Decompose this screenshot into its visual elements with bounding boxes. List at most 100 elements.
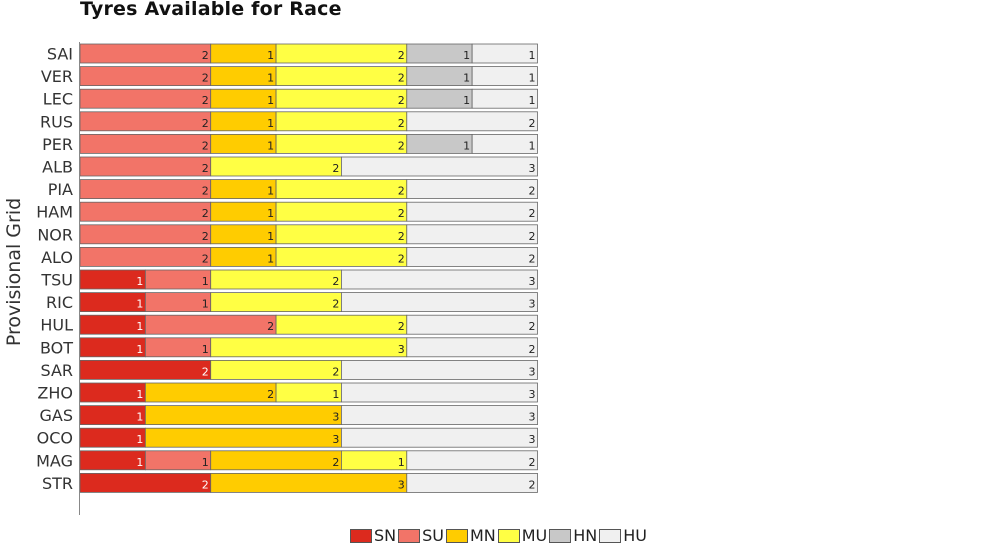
bar-segment-su	[144, 314, 277, 335]
data-label: 1	[267, 207, 274, 220]
y-tick-label: GAS	[40, 406, 74, 425]
data-label: 1	[136, 275, 143, 288]
y-tick-labels: SAI VER LEC RUS PER ALB PIA HAM NOR ALO TSU RIC HUL B…	[36, 45, 73, 493]
y-tick-label: ZHO	[37, 384, 73, 403]
bar-segment-mu	[210, 337, 408, 358]
bar-segment-hu	[471, 66, 538, 86]
y-tick-label: RUS	[40, 112, 73, 131]
data-label: 1	[267, 49, 274, 62]
bar-segment-hu	[341, 156, 538, 177]
data-label: 1	[202, 275, 209, 288]
legend-item-su: SU	[398, 526, 444, 545]
legend-swatch	[398, 528, 421, 543]
data-label: 1	[202, 456, 209, 469]
data-label: 2	[202, 139, 209, 152]
legend-item-mu: MU	[497, 526, 547, 545]
bar-segment-mu	[275, 314, 408, 335]
data-label: 3	[529, 162, 536, 175]
data-label: 2	[202, 185, 209, 198]
bars-group: 2 1 2 1 1 2 1 2 1 1 2 1 2 1 1 2 1 2 2 2 1 2 1 1 2 2 3 2 1 2 2 2 1 2 2 2 1 2 2 2…	[79, 43, 538, 493]
bar-segment-su	[79, 156, 212, 177]
data-label: 2	[529, 230, 536, 243]
data-label: 1	[136, 433, 143, 446]
data-label: 1	[529, 49, 536, 62]
bar-segment-mu	[210, 156, 342, 177]
data-label: 1	[398, 456, 405, 469]
bar-segment-hu	[341, 269, 538, 290]
y-tick-label: OCO	[37, 429, 73, 448]
legend-label: MN	[469, 526, 496, 545]
data-label: 2	[332, 162, 339, 175]
data-label: 2	[202, 117, 209, 130]
data-label: 1	[463, 139, 470, 152]
data-label: 2	[529, 320, 536, 333]
bar-segment-mn	[144, 427, 342, 448]
bar-segment-mn	[210, 472, 408, 493]
bar-segment-mn	[144, 382, 277, 403]
data-label: 3	[529, 275, 536, 288]
bar-segment-sn	[79, 472, 212, 493]
data-label: 1	[202, 298, 209, 311]
y-tick-label: ALB	[42, 158, 73, 177]
data-label: 2	[202, 207, 209, 220]
bar-segment-mn	[144, 405, 342, 426]
bar-segment-hu	[406, 337, 538, 358]
data-label: 3	[332, 411, 339, 424]
data-label: 1	[267, 139, 274, 152]
bar-segment-hu	[406, 111, 538, 132]
data-label: 1	[136, 388, 143, 401]
data-label: 3	[529, 411, 536, 424]
bar-segment-hu	[406, 472, 538, 493]
bar-segment-hu	[406, 224, 538, 245]
y-tick-label: VER	[41, 67, 73, 86]
data-label: 1	[332, 388, 339, 401]
bar-segment-hu	[471, 43, 538, 64]
data-label: 2	[529, 207, 536, 220]
data-label: 3	[398, 343, 405, 356]
bar-segment-hu	[341, 359, 538, 380]
bar-segment-mu	[275, 224, 408, 245]
bar-segment-mu	[275, 111, 408, 132]
data-label: 1	[463, 72, 470, 85]
data-label: 2	[202, 72, 209, 85]
data-label: 1	[136, 320, 143, 333]
legend-item-hu: HU	[599, 526, 647, 545]
data-label: 2	[202, 94, 209, 107]
data-label: 1	[463, 94, 470, 107]
y-tick-label: NOR	[37, 225, 73, 244]
y-tick-label: TSU	[40, 271, 73, 290]
y-tick-label: HAM	[36, 203, 73, 222]
data-label: 3	[332, 433, 339, 446]
data-label: 1	[136, 456, 143, 469]
bar-segment-mu	[210, 292, 342, 313]
data-label: 2	[398, 185, 405, 198]
legend-item-mn: MN	[445, 526, 496, 545]
bar-segment-hu	[341, 405, 538, 426]
bar-segment-su	[79, 88, 212, 109]
data-label: 3	[529, 433, 536, 446]
bar-segment-hu	[471, 133, 538, 154]
bar-segment-hu	[406, 201, 538, 222]
data-label: 1	[267, 94, 274, 107]
data-label: 3	[529, 365, 536, 378]
legend: SN SU MN MU HN HU	[0, 526, 997, 545]
data-label: 2	[202, 365, 209, 378]
bar-segment-mn	[210, 450, 342, 471]
data-label: 2	[332, 275, 339, 288]
bar-segment-mu	[275, 66, 408, 86]
legend-swatch	[497, 528, 520, 543]
data-label: 2	[332, 365, 339, 378]
y-tick-label: MAG	[36, 451, 73, 470]
data-label: 2	[398, 139, 405, 152]
data-label: 2	[398, 94, 405, 107]
data-label: 2	[398, 230, 405, 243]
data-label: 2	[267, 320, 274, 333]
data-label: 2	[529, 456, 536, 469]
legend-label: HN	[573, 526, 598, 545]
data-label: 1	[267, 72, 274, 85]
y-axis-label: Provisional Grid	[3, 198, 25, 346]
data-label: 2	[202, 49, 209, 62]
data-label: 2	[398, 320, 405, 333]
bar-segment-mu	[275, 43, 408, 64]
data-label: 1	[136, 298, 143, 311]
